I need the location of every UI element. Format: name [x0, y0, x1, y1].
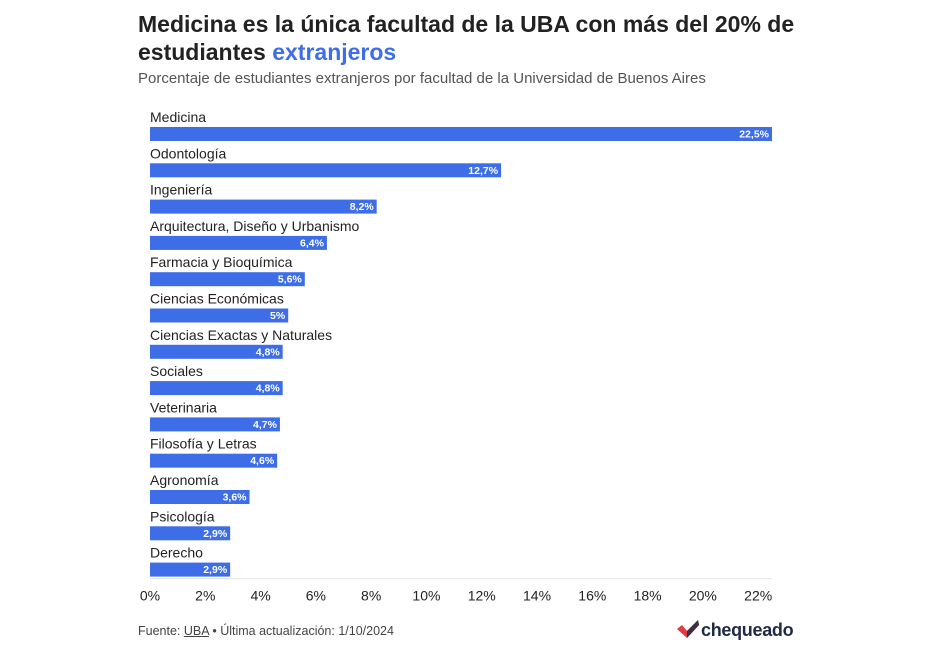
category-label: Farmacia y Bioquímica — [150, 254, 293, 270]
bar — [150, 127, 772, 141]
bar-value-label: 4,8% — [256, 383, 281, 395]
chart-title-main: Medicina es la única facultad de la UBA … — [138, 11, 795, 65]
category-label: Filosofía y Letras — [150, 436, 257, 452]
x-tick-label: 12% — [468, 588, 496, 604]
bar — [150, 417, 280, 432]
x-tick-label: 10% — [412, 588, 440, 604]
chequeado-check-icon — [677, 620, 699, 638]
x-tick-label: 22% — [744, 588, 772, 604]
category-label: Derecho — [150, 545, 203, 561]
category-label: Veterinaria — [150, 399, 217, 415]
x-tick-label: 8% — [361, 588, 381, 604]
bar — [150, 163, 502, 178]
bar — [150, 308, 289, 323]
bar-value-label: 3,6% — [223, 492, 248, 504]
bar-value-label: 4,8% — [256, 346, 281, 358]
bar-value-label: 5,6% — [278, 274, 303, 286]
bar-value-label: 6,4% — [300, 237, 325, 249]
source-prefix: Fuente: — [138, 624, 184, 638]
category-label: Arquitectura, Diseño y Urbanismo — [150, 218, 360, 234]
bar — [150, 526, 231, 541]
chequeado-logo[interactable]: chequeado — [676, 618, 794, 642]
category-label: Ingeniería — [150, 182, 212, 198]
bar — [150, 272, 305, 287]
category-label: Psicología — [150, 508, 215, 524]
bar-value-label: 4,7% — [253, 419, 278, 431]
chart-title: Medicina es la única facultad de la UBA … — [138, 10, 818, 66]
bar-value-label: 2,9% — [203, 564, 228, 576]
x-tick-label: 20% — [689, 588, 717, 604]
chart-title-highlight: extranjeros — [272, 39, 397, 65]
bar — [150, 199, 377, 214]
x-tick-label: 6% — [306, 588, 326, 604]
x-tick-label: 0% — [140, 588, 160, 604]
update-date: • Última actualización: 1/10/2024 — [208, 624, 394, 638]
bar-value-label: 12,7% — [468, 165, 498, 177]
bar — [150, 381, 283, 396]
brand-name: chequeado — [701, 619, 794, 640]
category-label: Sociales — [150, 363, 203, 379]
source-link[interactable]: UBA — [183, 624, 209, 638]
chart-subtitle: Porcentaje de estudiantes extranjeros po… — [138, 70, 706, 87]
bar — [150, 235, 327, 250]
category-label: Ciencias Exactas y Naturales — [150, 327, 332, 343]
x-tick-label: 18% — [634, 588, 662, 604]
x-tick-label: 4% — [250, 588, 270, 604]
bar-value-label: 22,5% — [739, 129, 769, 141]
bar — [150, 344, 283, 359]
bar-value-label: 2,9% — [203, 528, 228, 540]
category-label: Medicina — [150, 109, 206, 125]
bar-chart: Medicina 22,5% Odontología 12,7% Ingeniería 8… — [140, 109, 772, 604]
category-label: Ciencias Económicas — [150, 291, 284, 307]
x-tick-label: 2% — [195, 588, 215, 604]
bar-value-label: 5% — [270, 310, 286, 322]
category-label: Odontología — [150, 145, 226, 161]
bar — [150, 562, 231, 577]
bar — [150, 490, 250, 504]
category-label: Agronomía — [150, 472, 219, 488]
bar-value-label: 4,6% — [250, 455, 275, 467]
bar-value-label: 8,2% — [350, 201, 375, 213]
source-note: Fuente: UBA • Última actualización: 1/10… — [138, 624, 394, 638]
x-tick-label: 16% — [578, 588, 606, 604]
x-tick-label: 14% — [523, 588, 551, 604]
bar — [150, 453, 278, 468]
